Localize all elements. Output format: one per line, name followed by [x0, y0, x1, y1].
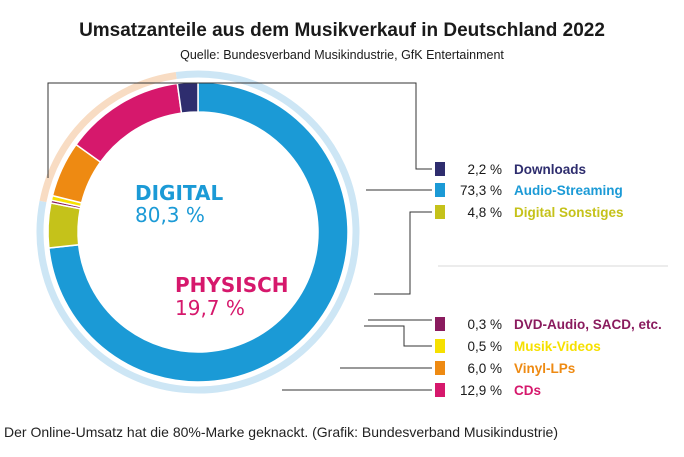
legend-label-cds: CDs: [514, 383, 541, 398]
arc-digital: [36, 70, 360, 394]
legend-label-dvd-audio-sacd-etc: DVD-Audio, SACD, etc.: [514, 317, 662, 332]
legend-swatch-cds: [435, 383, 445, 397]
donut-chart: 2,2 % Downloads 73,3 % Audio-Streaming 4,8 %…: [36, 70, 668, 398]
legend-swatch-audio-streaming: [435, 183, 445, 197]
slice-cds: [75, 82, 183, 164]
leader-musik-videos: [364, 325, 432, 347]
leader-digital-sonstiges: [374, 211, 432, 295]
legend-value-audio-streaming: 73,3 %: [460, 183, 502, 198]
chart-title: Umsatzanteile aus dem Musikverkauf in De…: [79, 20, 605, 41]
legend-label-downloads: Downloads: [514, 162, 586, 177]
group-value-physisch: 19,7 %: [175, 296, 245, 320]
legend: 2,2 % Downloads 73,3 % Audio-Streaming 4,8 %…: [435, 162, 668, 398]
legend-value-vinyl-lps: 6,0 %: [467, 361, 502, 376]
group-label-physisch: PHYSISCH: [175, 273, 289, 297]
legend-label-vinyl-lps: Vinyl-LPs: [514, 361, 575, 376]
leader-downloads: [47, 82, 432, 178]
legend-value-dvd-audio-sacd-etc: 0,3 %: [467, 317, 502, 332]
slice-digital-sonstiges: [47, 202, 82, 249]
image-caption: Der Online-Umsatz hat die 80%-Marke gekn…: [4, 424, 559, 440]
legend-value-digital-sonstiges: 4,8 %: [467, 205, 502, 220]
arc-physisch: [39, 72, 177, 203]
group-outer-arcs: [36, 70, 360, 394]
legend-value-musik-videos: 0,5 %: [467, 339, 502, 354]
legend-swatch-musik-videos: [435, 339, 445, 353]
legend-value-cds: 12,9 %: [460, 383, 502, 398]
legend-swatch-dvd-audio-sacd-etc: [435, 317, 445, 331]
chart-subtitle: Quelle: Bundesverband Musikindustrie, Gf…: [180, 48, 504, 62]
legend-label-digital-sonstiges: Digital Sonstiges: [514, 205, 624, 220]
legend-swatch-vinyl-lps: [435, 361, 445, 375]
legend-value-downloads: 2,2 %: [467, 162, 502, 177]
leader-lines: [47, 82, 432, 391]
group-value-digital: 80,3 %: [135, 203, 205, 227]
legend-swatch-digital-sonstiges: [435, 205, 445, 219]
slice-downloads: [176, 81, 199, 114]
legend-label-audio-streaming: Audio-Streaming: [514, 183, 623, 198]
group-label-digital: DIGITAL: [135, 181, 223, 205]
legend-swatch-downloads: [435, 162, 445, 176]
slice-audio-streaming: [48, 81, 349, 383]
legend-label-musik-videos: Musik-Videos: [514, 339, 601, 354]
donut-slices: [47, 81, 349, 383]
